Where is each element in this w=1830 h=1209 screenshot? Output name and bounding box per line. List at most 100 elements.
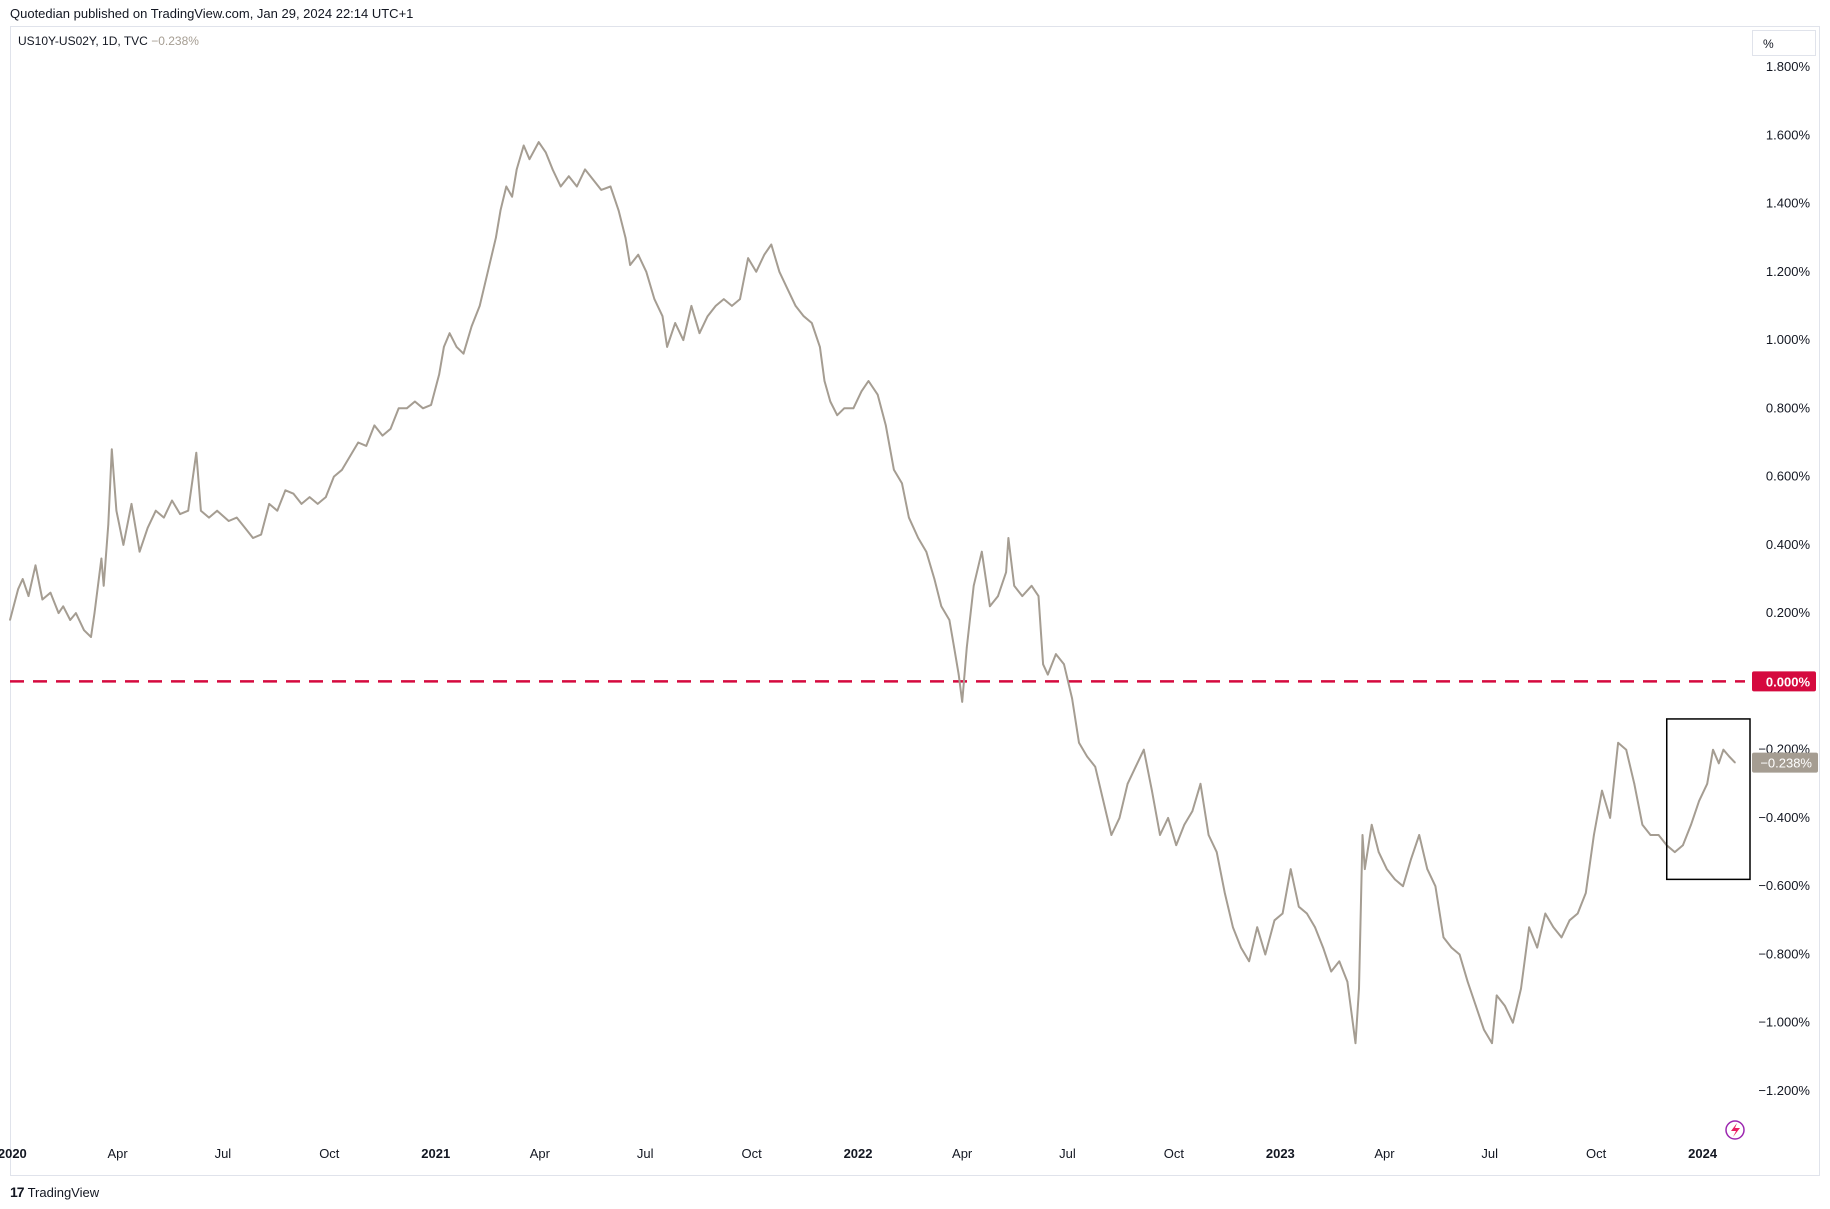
data-point	[957, 673, 960, 676]
data-point	[1175, 844, 1177, 847]
data-point	[852, 407, 855, 410]
data-point	[666, 346, 668, 348]
data-point	[179, 513, 181, 515]
data-point	[41, 598, 44, 601]
x-tick-label: Jul	[1059, 1146, 1076, 1161]
data-point	[438, 373, 441, 376]
data-point	[1055, 653, 1057, 655]
data-point	[102, 585, 105, 587]
data-point	[107, 523, 110, 526]
data-point	[1086, 755, 1088, 758]
data-point	[1215, 851, 1218, 853]
data-point	[200, 509, 202, 512]
data-point	[1690, 823, 1692, 826]
data-point	[462, 352, 465, 355]
data-point	[1159, 834, 1161, 836]
x-tick-label: 2023	[1266, 1146, 1295, 1161]
data-point	[1126, 783, 1129, 785]
data-point	[443, 346, 445, 348]
x-tick-label: 2021	[421, 1146, 450, 1161]
data-point	[893, 468, 895, 471]
data-point	[1434, 885, 1437, 887]
data-point	[1183, 823, 1186, 826]
data-point	[908, 516, 910, 519]
y-tick-label: −0.800%	[1758, 946, 1810, 961]
data-point	[1102, 800, 1105, 802]
data-point	[100, 557, 103, 560]
data-point	[1248, 960, 1250, 963]
data-point	[933, 578, 936, 580]
price-chart[interactable]: 1.800% 1.600% 1.400% 1.200% 1.000% 0.800% 0.60…	[0, 0, 1830, 1180]
data-point	[860, 390, 863, 393]
data-point	[1199, 783, 1202, 785]
data-point	[34, 564, 37, 567]
data-point	[1361, 834, 1364, 836]
data-point	[592, 178, 594, 181]
y-tick-label: 1.800%	[1766, 59, 1811, 74]
data-point	[755, 271, 758, 273]
data-point	[1330, 970, 1333, 973]
symbol-label: US10Y-US02Y, 1D, TVC	[18, 34, 148, 48]
data-point	[397, 407, 400, 410]
data-point	[1063, 663, 1065, 666]
data-point	[1483, 1028, 1485, 1031]
unit-toggle-button[interactable]: %	[1752, 30, 1816, 56]
data-point	[1418, 834, 1420, 836]
data-point	[786, 288, 789, 290]
y-tick-label: 0.400%	[1766, 537, 1811, 552]
data-point	[925, 550, 928, 553]
data-point	[770, 243, 773, 246]
data-point	[522, 144, 525, 147]
data-point	[1264, 953, 1267, 956]
data-point	[1657, 834, 1660, 836]
data-point	[1078, 742, 1080, 744]
data-point	[1625, 748, 1628, 751]
data-point	[1528, 926, 1530, 928]
data-point	[1005, 571, 1007, 573]
data-point	[1520, 987, 1522, 990]
data-point	[357, 441, 360, 444]
data-point	[1314, 926, 1316, 928]
data-point	[714, 305, 717, 307]
tradingview-brand-text: TradingView	[27, 1184, 100, 1200]
data-point	[901, 482, 903, 485]
data-point	[138, 550, 141, 553]
data-point	[57, 612, 60, 614]
data-point	[90, 636, 92, 638]
data-point	[940, 605, 943, 608]
x-tick-label: Apr	[952, 1146, 973, 1161]
data-point	[1223, 892, 1226, 894]
y-tick-label: −1.200%	[1758, 1083, 1810, 1098]
data-point	[1281, 912, 1284, 915]
data-point	[216, 509, 218, 512]
y-tick-label: −1.000%	[1758, 1015, 1810, 1030]
y-tick-label: 0.200%	[1766, 605, 1811, 620]
data-point	[568, 175, 570, 178]
symbol-legend: US10Y-US02Y, 1D, TVC −0.238%	[18, 34, 199, 48]
data-point	[163, 516, 165, 519]
y-tick-label: 1.000%	[1766, 332, 1811, 347]
data-point	[1143, 748, 1145, 751]
data-point	[1385, 868, 1388, 870]
data-point	[537, 141, 540, 143]
data-point	[448, 332, 451, 335]
data-point	[1134, 765, 1137, 768]
zero-price-label: 0.000%	[1766, 674, 1811, 689]
data-point	[227, 520, 230, 522]
data-point	[1466, 980, 1469, 983]
chart-frame	[10, 26, 1820, 1176]
data-point	[551, 168, 554, 171]
data-point	[1568, 919, 1571, 922]
data-point	[948, 619, 951, 621]
data-point	[292, 492, 295, 495]
data-point	[1698, 800, 1700, 802]
data-point	[1394, 878, 1396, 881]
data-point	[576, 185, 578, 188]
x-tick-label: Oct	[319, 1146, 340, 1161]
alert-lightning-icon[interactable]	[1725, 1120, 1745, 1140]
tradingview-branding: 17 TradingView	[10, 1184, 99, 1200]
data-point	[115, 509, 118, 512]
data-point	[661, 315, 664, 317]
data-point	[406, 407, 408, 410]
data-point	[739, 298, 741, 300]
